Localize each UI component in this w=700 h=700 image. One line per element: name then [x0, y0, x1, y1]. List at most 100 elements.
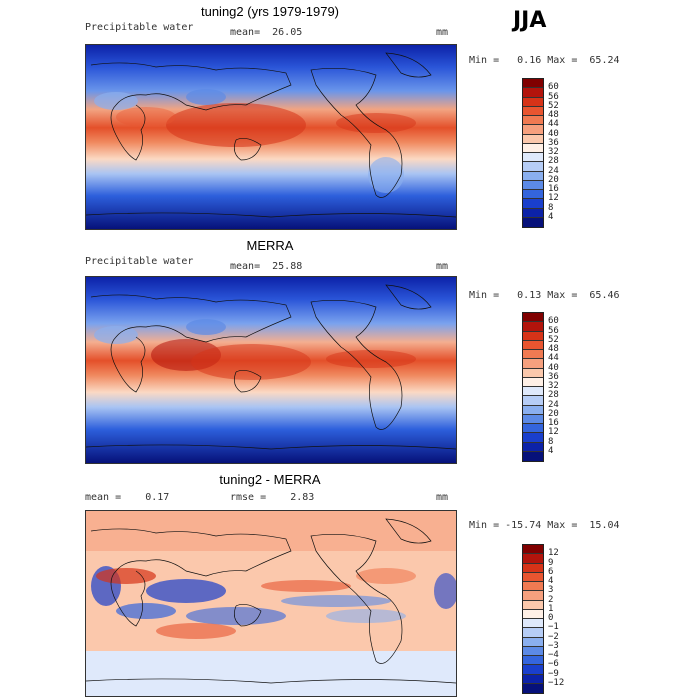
colorbar-tick-label: 28: [548, 390, 559, 401]
colorbar-tick-label: 4: [548, 576, 554, 586]
colorbar-tick-label: 4: [548, 211, 554, 222]
colorbar-swatch: [523, 656, 543, 666]
colorbar-swatch: [523, 387, 543, 397]
colorbar-swatch: [523, 116, 543, 126]
colorbar-tick-label: 36: [548, 371, 559, 382]
colorbar-swatch: [523, 414, 543, 424]
colorbar-tick-label: 8: [548, 436, 554, 447]
colorbar-tick-label: 24: [548, 399, 559, 410]
colorbar-swatch: [523, 609, 543, 619]
panel3-map: [85, 510, 457, 697]
panel1-variable: Precipitable water: [85, 22, 194, 33]
panel3-rmse: rmse = 2.83: [230, 492, 315, 503]
colorbar-tick-label: 40: [548, 128, 559, 139]
panel1-mean: mean= 26.05: [230, 27, 303, 38]
colorbar-tick-label: 20: [548, 174, 559, 185]
colorbar-tick-label: 8: [548, 202, 554, 213]
colorbar-tick-label: 12: [548, 193, 559, 204]
colorbar-swatch: [523, 600, 543, 610]
colorbar-swatch: [523, 134, 543, 144]
panel1-units: mm: [436, 27, 449, 38]
colorbar-tick-label: 32: [548, 147, 559, 157]
colorbar-tick-label: 12: [548, 427, 559, 438]
colorbar-swatch: [523, 545, 543, 555]
panel2-units: mm: [436, 261, 449, 272]
colorbar-tick-label: 44: [548, 119, 559, 130]
colorbar-tick-label: 4: [548, 445, 554, 456]
colorbar-tick-label: 28: [548, 156, 559, 167]
colorbar-tick-label: 60: [548, 82, 559, 93]
colorbar-swatch: [523, 582, 543, 592]
colorbar-swatch: [523, 180, 543, 190]
colorbar-swatch: [523, 674, 543, 684]
colorbar-tick-label: 48: [548, 344, 559, 354]
colorbar-swatch: [523, 396, 543, 406]
panel2-colorbar: [522, 312, 544, 462]
panel3-title: tuning2 - MERRA: [219, 472, 321, 487]
colorbar-swatch: [523, 199, 543, 209]
colorbar-tick-label: −2: [548, 631, 559, 642]
colorbar-tick-label: 56: [548, 91, 559, 102]
colorbar-swatch: [523, 350, 543, 360]
colorbar-tick-label: 60: [548, 316, 559, 327]
colorbar-tick-label: −12: [548, 677, 565, 688]
colorbar-tick-label: 9: [548, 557, 554, 568]
panel1-map: [85, 44, 457, 230]
colorbar-swatch: [523, 442, 543, 452]
colorbar-swatch: [523, 143, 543, 153]
panel2-title: MERRA: [246, 238, 294, 253]
colorbar-swatch: [523, 619, 543, 629]
colorbar-swatch: [523, 628, 543, 638]
colorbar-tick-label: 40: [548, 362, 559, 373]
colorbar-tick-label: 12: [548, 548, 559, 559]
colorbar-tick-label: 16: [548, 184, 559, 194]
colorbar-tick-label: −4: [548, 650, 559, 660]
colorbar-swatch: [523, 572, 543, 582]
colorbar-tick-label: −3: [548, 640, 559, 651]
panel2-map: [85, 276, 457, 464]
colorbar-tick-label: 2: [548, 594, 554, 605]
colorbar-swatch: [523, 433, 543, 443]
colorbar-swatch: [523, 377, 543, 387]
colorbar-tick-label: 24: [548, 165, 559, 176]
colorbar-swatch: [523, 153, 543, 163]
colorbar-swatch: [523, 125, 543, 135]
colorbar-swatch: [523, 665, 543, 675]
panel3-units: mm: [436, 492, 449, 503]
colorbar-swatch: [523, 217, 543, 227]
colorbar-tick-label: 0: [548, 613, 554, 623]
colorbar-tick-label: 3: [548, 585, 554, 596]
colorbar-tick-label: 52: [548, 334, 559, 345]
colorbar-swatch: [523, 79, 543, 89]
colorbar-swatch: [523, 106, 543, 116]
panel3-mean: mean = 0.17: [85, 492, 170, 503]
colorbar-tick-label: −6: [548, 659, 559, 670]
colorbar-tick-label: 36: [548, 137, 559, 148]
colorbar-swatch: [523, 554, 543, 564]
colorbar-swatch: [523, 331, 543, 341]
colorbar-tick-label: 52: [548, 100, 559, 111]
colorbar-tick-label: −9: [548, 668, 559, 679]
panel1-title: tuning2 (yrs 1979-1979): [200, 4, 340, 19]
colorbar-swatch: [523, 424, 543, 434]
colorbar-swatch: [523, 405, 543, 415]
colorbar-tick-label: 16: [548, 418, 559, 428]
colorbar-swatch: [523, 637, 543, 647]
panel2-mean: mean= 25.88: [230, 261, 303, 272]
colorbar-tick-label: −1: [548, 622, 559, 633]
colorbar-swatch: [523, 208, 543, 218]
colorbar-swatch: [523, 97, 543, 107]
colorbar-swatch: [523, 683, 543, 693]
colorbar-swatch: [523, 563, 543, 573]
colorbar-tick-label: 56: [548, 325, 559, 336]
panel3-colorbar: [522, 544, 544, 694]
panel2-minmax: Min = 0.13 Max = 65.46: [469, 290, 620, 301]
colorbar-swatch: [523, 190, 543, 200]
colorbar-swatch: [523, 171, 543, 181]
colorbar-swatch: [523, 591, 543, 601]
panel1-colorbar: [522, 78, 544, 228]
colorbar-swatch: [523, 368, 543, 378]
colorbar-swatch: [523, 451, 543, 461]
colorbar-swatch: [523, 340, 543, 350]
colorbar-swatch: [523, 646, 543, 656]
